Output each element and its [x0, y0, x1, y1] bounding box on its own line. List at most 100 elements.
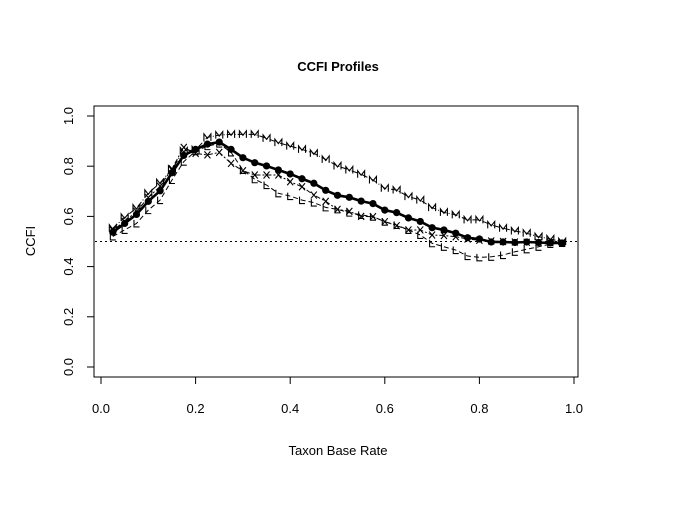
data-point-ccfi: [333, 191, 342, 199]
data-point-l: [228, 148, 235, 157]
data-point-l: [393, 221, 400, 229]
data-point-m: [250, 129, 259, 138]
data-point-x: [298, 182, 306, 191]
data-point-ccfi: [262, 162, 271, 170]
data-point-l: [429, 239, 436, 248]
y-tick-label: 0.6: [61, 207, 76, 225]
data-point-ccfi: [203, 140, 212, 148]
x-tick-label: 0.4: [281, 401, 299, 416]
data-point-l: [476, 253, 483, 262]
data-point-ccfi: [345, 193, 353, 201]
data-point-ccfi: [109, 228, 117, 236]
data-point-l: [464, 252, 471, 261]
data-point-l: [417, 231, 424, 240]
data-point-m: [357, 169, 366, 178]
data-point-x: [274, 171, 282, 179]
data-point-x: [452, 232, 460, 241]
data-point-l: [263, 181, 270, 190]
data-point-l: [298, 196, 306, 205]
data-point-m: [522, 228, 531, 237]
data-point-x: [511, 238, 519, 246]
data-point-l: [310, 199, 317, 207]
data-point-l: [168, 176, 175, 185]
data-point-ccfi: [369, 199, 377, 208]
data-point-ccfi: [298, 175, 306, 183]
data-point-m: [132, 203, 141, 212]
x-tick-label: 0.0: [92, 401, 110, 416]
data-point-ccfi: [251, 159, 259, 167]
data-point-m: [487, 219, 496, 229]
x-tick-label: 1.0: [565, 401, 583, 416]
data-point-l: [109, 232, 116, 241]
data-point-m: [262, 133, 271, 142]
data-point-l: [499, 251, 507, 260]
y-tick-label: 1.0: [61, 107, 76, 125]
data-point-m: [546, 233, 555, 243]
data-point-x: [133, 207, 140, 216]
data-point-m: [439, 207, 448, 216]
y-tick-label: 0.2: [61, 308, 76, 326]
data-point-x: [286, 177, 294, 186]
data-point-ccfi: [393, 209, 401, 217]
y-tick-label: 0.8: [61, 157, 76, 175]
data-point-m: [451, 209, 460, 219]
data-point-x: [144, 193, 152, 202]
data-point-m: [498, 223, 508, 232]
data-point-x: [121, 217, 129, 226]
data-point-m: [463, 214, 472, 224]
data-point-x: [156, 182, 164, 191]
data-point-m: [534, 231, 543, 241]
data-point-m: [321, 154, 330, 163]
data-point-ccfi: [381, 206, 389, 214]
data-point-l: [192, 147, 199, 156]
x-tick-label: 0.6: [376, 401, 394, 416]
data-point-x: [523, 238, 531, 247]
data-point-m: [227, 129, 236, 138]
data-point-x: [263, 171, 270, 179]
data-point-l: [180, 158, 187, 166]
data-point-m: [144, 188, 153, 197]
data-point-m: [215, 129, 224, 139]
data-point-m: [297, 144, 307, 153]
data-point-m: [309, 148, 318, 157]
data-point-x: [227, 159, 235, 168]
data-point-l: [121, 226, 128, 235]
chart-title: CCFI Profiles: [297, 59, 379, 74]
data-point-x: [310, 191, 318, 199]
data-point-m: [345, 164, 354, 174]
data-point-l: [381, 218, 388, 226]
data-point-l: [452, 246, 459, 255]
data-point-m: [179, 146, 188, 155]
y-axis-label: CCFI: [23, 226, 38, 256]
y-tick-label: 0.0: [61, 358, 76, 376]
data-point-ccfi: [274, 166, 282, 174]
data-point-l: [322, 203, 329, 212]
data-point-m: [286, 141, 295, 150]
data-point-l: [535, 243, 542, 251]
data-point-m: [368, 174, 378, 184]
data-point-l: [204, 142, 211, 151]
data-point-x: [499, 237, 507, 246]
data-point-m: [167, 164, 176, 173]
data-point-ccfi: [428, 224, 436, 232]
data-point-m: [428, 202, 437, 212]
data-point-l: [511, 248, 518, 256]
data-point-l: [346, 209, 353, 217]
data-point-x: [464, 235, 471, 243]
data-point-l: [369, 213, 376, 221]
data-point-ccfi: [227, 145, 235, 153]
data-point-m: [333, 160, 342, 170]
data-point-ccfi: [310, 179, 318, 187]
data-point-x: [487, 237, 495, 245]
data-point-l: [287, 192, 294, 201]
data-point-m: [380, 183, 389, 192]
data-point-m: [392, 184, 401, 194]
data-point-ccfi: [322, 186, 330, 194]
data-point-ccfi: [357, 197, 365, 205]
data-point-x: [168, 164, 176, 173]
data-point-l: [523, 245, 530, 254]
data-point-m: [274, 137, 283, 147]
data-point-ccfi: [416, 217, 424, 226]
data-point-x: [109, 226, 117, 235]
